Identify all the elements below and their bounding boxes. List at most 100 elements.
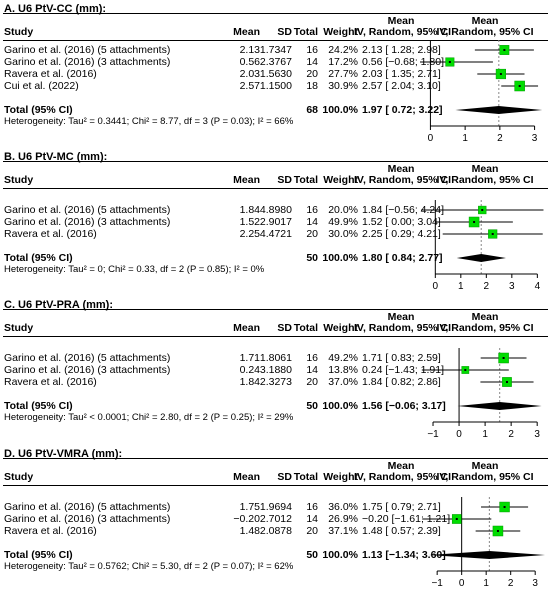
study-total: 16 <box>306 204 318 216</box>
header-plot-top: Mean <box>471 460 499 472</box>
study-name: Ravera et al. (2016) <box>4 68 97 80</box>
study-weight: 20.0% <box>328 204 358 216</box>
header-plot: IV, Random, 95% CI <box>436 471 534 483</box>
study-name: Garino et al. (2016) (5 attachments) <box>4 204 171 216</box>
study-mean: 2.57 <box>239 80 260 92</box>
x-axis-tick-label: 3 <box>534 429 540 440</box>
total-n: 50 <box>306 252 318 264</box>
heterogeneity-text: Heterogeneity: Tau² < 0.0001; Chi² = 2.8… <box>4 412 294 423</box>
header-plot-top: Mean <box>471 15 499 27</box>
study-name: Garino et al. (2016) (5 attachments) <box>4 44 171 56</box>
forest-plot: −1 0 1 2 3 <box>421 348 542 440</box>
x-axis-tick-label: 1 <box>462 133 468 144</box>
study-weight: 13.8% <box>328 364 358 376</box>
header-mean: Mean <box>233 322 260 334</box>
study-mean: 1.52 <box>239 216 260 228</box>
header-plot-top: Mean <box>471 311 499 323</box>
study-name: Garino et al. (2016) (5 attachments) <box>4 501 171 513</box>
study-ci: 2.03 [ 1.35; 2.71] <box>362 68 441 80</box>
header-sd: SD <box>277 174 292 186</box>
header-mean: Mean <box>233 26 260 38</box>
header-top-rule <box>3 458 548 459</box>
total-ci: 1.80 [ 0.84; 2.77] <box>362 252 443 264</box>
heterogeneity-text: Heterogeneity: Tau² = 0.5762; Chi² = 5.3… <box>4 561 294 572</box>
study-mean: 2.03 <box>239 68 260 80</box>
forest-panel: D. U6 PtV-VMRA (mm): Study Mean SD Total Weig… <box>0 445 550 593</box>
study-ci: 2.13 [ 1.28; 2.98] <box>362 44 441 56</box>
header-bottom-rule <box>3 485 548 486</box>
x-axis-tick-label: −1 <box>431 578 443 589</box>
study-total: 20 <box>306 376 318 388</box>
x-axis-tick-label: 3 <box>532 578 538 589</box>
study-ci: 1.75 [ 0.79; 2.71] <box>362 501 441 513</box>
x-axis-tick-label: 0 <box>433 281 439 292</box>
header-weight: Weight <box>323 26 358 38</box>
panel-title: B. U6 PtV-MC (mm): <box>4 151 108 163</box>
x-axis-tick-label: 0 <box>456 429 462 440</box>
header-bottom-rule <box>3 188 548 189</box>
study-name: Ravera et al. (2016) <box>4 525 97 537</box>
header-sd: SD <box>277 322 292 334</box>
study-total: 16 <box>306 44 318 56</box>
study-point-center <box>499 73 502 75</box>
study-sd: 1.1500 <box>259 80 292 92</box>
pooled-diamond <box>428 551 545 559</box>
x-axis-tick-label: −1 <box>427 429 439 440</box>
study-point-center <box>505 381 508 383</box>
x-axis-tick-label: 0 <box>428 133 434 144</box>
header-total: Total <box>293 322 318 334</box>
x-axis-tick-label: 0 <box>459 578 465 589</box>
study-sd: 1.8061 <box>259 352 292 364</box>
study-total: 14 <box>306 56 318 68</box>
study-weight: 17.2% <box>328 56 358 68</box>
study-mean: 2.25 <box>239 228 260 240</box>
study-ci: 1.48 [ 0.57; 2.39] <box>362 525 441 537</box>
forest-panel: A. U6 PtV-CC (mm): Study Mean SD Total Weight… <box>0 0 550 148</box>
study-mean: −0.20 <box>233 513 260 525</box>
study-point-center <box>448 61 451 63</box>
study-ci: 0.24 [−1.43; 1.91] <box>362 364 445 376</box>
study-total: 20 <box>306 228 318 240</box>
study-mean: 0.24 <box>239 364 260 376</box>
header-bottom-rule <box>3 40 548 41</box>
header-sd: SD <box>277 471 292 483</box>
x-axis-tick-label: 2 <box>508 578 514 589</box>
header-plot: IV, Random, 95% CI <box>436 26 534 38</box>
heterogeneity-text: Heterogeneity: Tau² = 0.3441; Chi² = 8.7… <box>4 116 294 127</box>
study-sd: 2.3273 <box>259 376 292 388</box>
x-axis-tick-label: 1 <box>458 281 464 292</box>
pooled-diamond <box>457 402 542 410</box>
forest-plot: 0 1 2 3 4 <box>421 200 544 292</box>
study-name: Ravera et al. (2016) <box>4 376 97 388</box>
total-n: 50 <box>306 400 318 412</box>
study-sd: 1.7347 <box>259 44 292 56</box>
header-plot-top: Mean <box>471 163 499 175</box>
study-point-center <box>496 530 499 532</box>
header-mean: Mean <box>233 174 260 186</box>
study-sd: 4.8980 <box>259 204 292 216</box>
study-ci: 1.71 [ 0.83; 2.59] <box>362 352 441 364</box>
study-sd: 2.7012 <box>259 513 292 525</box>
x-axis-tick-label: 2 <box>508 429 514 440</box>
study-weight: 26.9% <box>328 513 358 525</box>
x-axis-tick-label: 2 <box>497 133 503 144</box>
x-axis-tick-label: 2 <box>484 281 490 292</box>
header-top-rule <box>3 161 548 162</box>
heterogeneity-text: Heterogeneity: Tau² = 0; Chi² = 0.33, df… <box>4 264 265 275</box>
study-point-center <box>503 506 506 508</box>
study-mean: 1.84 <box>239 204 260 216</box>
study-total: 14 <box>306 216 318 228</box>
study-mean: 1.75 <box>239 501 260 513</box>
study-name: Cui et al. (2022) <box>4 80 79 92</box>
panel-title: D. U6 PtV-VMRA (mm): <box>4 448 123 460</box>
study-mean: 1.84 <box>239 376 260 388</box>
total-n: 68 <box>306 104 318 116</box>
study-mean: 2.13 <box>239 44 260 56</box>
x-axis-tick-label: 4 <box>535 281 541 292</box>
header-sd: SD <box>277 26 292 38</box>
header-study: Study <box>4 471 34 483</box>
total-label: Total (95% CI) <box>4 400 73 412</box>
x-axis-tick-label: 3 <box>532 133 538 144</box>
study-point-center <box>473 221 476 223</box>
study-weight: 24.2% <box>328 44 358 56</box>
